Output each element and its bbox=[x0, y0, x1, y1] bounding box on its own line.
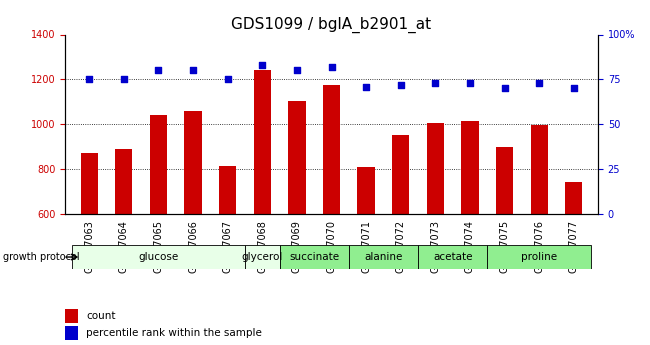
Bar bbox=[418, 245, 488, 269]
Text: glucose: glucose bbox=[138, 252, 179, 262]
Point bbox=[292, 68, 302, 73]
Bar bbox=[81, 153, 98, 214]
Point bbox=[465, 80, 475, 86]
Bar bbox=[245, 245, 280, 269]
Title: GDS1099 / bglA_b2901_at: GDS1099 / bglA_b2901_at bbox=[231, 17, 432, 33]
Point bbox=[534, 80, 544, 86]
Bar bbox=[288, 101, 305, 214]
Point bbox=[188, 68, 198, 73]
Bar bbox=[392, 136, 410, 214]
Point bbox=[569, 86, 579, 91]
Bar bbox=[280, 245, 349, 269]
Point bbox=[84, 77, 94, 82]
Bar bbox=[462, 121, 478, 214]
Point bbox=[430, 80, 441, 86]
Text: alanine: alanine bbox=[364, 252, 402, 262]
Bar bbox=[488, 245, 591, 269]
Text: succinate: succinate bbox=[289, 252, 339, 262]
Bar bbox=[72, 245, 245, 269]
Text: proline: proline bbox=[521, 252, 557, 262]
Bar bbox=[323, 85, 340, 214]
Bar bbox=[65, 309, 79, 323]
Point bbox=[361, 84, 371, 89]
Point bbox=[499, 86, 510, 91]
Point bbox=[119, 77, 129, 82]
Text: acetate: acetate bbox=[433, 252, 473, 262]
Point bbox=[153, 68, 164, 73]
Bar bbox=[358, 167, 375, 214]
Bar bbox=[349, 245, 418, 269]
Point bbox=[395, 82, 406, 88]
Bar bbox=[254, 70, 271, 214]
Point bbox=[257, 62, 268, 68]
Bar bbox=[115, 149, 133, 214]
Text: count: count bbox=[86, 311, 116, 321]
Bar bbox=[150, 115, 167, 214]
Bar bbox=[65, 326, 79, 340]
Point bbox=[222, 77, 233, 82]
Text: glycerol: glycerol bbox=[242, 252, 283, 262]
Bar bbox=[530, 125, 548, 214]
Bar bbox=[185, 111, 202, 214]
Bar bbox=[426, 123, 444, 214]
Bar bbox=[496, 147, 514, 214]
Bar bbox=[219, 166, 237, 214]
Text: growth protocol: growth protocol bbox=[3, 252, 80, 262]
Point bbox=[326, 64, 337, 70]
Text: percentile rank within the sample: percentile rank within the sample bbox=[86, 328, 262, 338]
Bar bbox=[565, 182, 582, 214]
